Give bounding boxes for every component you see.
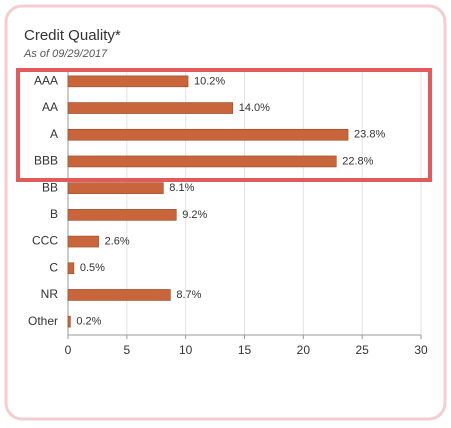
y-tick-label: CCC: [32, 234, 58, 248]
bar: [67, 182, 164, 194]
y-tick-label: NR: [41, 287, 59, 301]
value-label: 8.1%: [169, 182, 194, 194]
value-label: 22.8%: [342, 155, 373, 167]
bar: [67, 209, 177, 221]
value-label: 8.7%: [176, 289, 201, 301]
y-tick-label: Other: [28, 314, 58, 328]
bar: [67, 75, 189, 88]
bar: [67, 262, 75, 275]
value-label: 14.0%: [239, 102, 270, 114]
bar: [67, 289, 171, 301]
value-label: 10.2%: [194, 75, 225, 87]
chart-subtitle: As of 09/29/2017: [23, 48, 108, 60]
y-tick-label: B: [50, 207, 58, 221]
x-tick-label: 10: [179, 343, 193, 357]
bar: [67, 128, 349, 141]
value-label: 2.6%: [105, 235, 130, 247]
x-tick-label: 5: [123, 343, 130, 357]
x-tick-label: 15: [238, 343, 252, 357]
y-tick-label: BB: [42, 180, 58, 194]
chart-title: Credit Quality*: [24, 27, 121, 44]
x-tick-label: 20: [297, 343, 311, 357]
bar: [67, 235, 99, 248]
bar: [67, 102, 234, 114]
highlight-box: [16, 68, 432, 182]
value-label: 9.2%: [182, 209, 207, 221]
value-label: 0.5%: [80, 262, 105, 274]
x-tick-label: 30: [414, 343, 428, 357]
bar: [67, 155, 337, 168]
y-tick-label: A: [50, 127, 58, 141]
y-tick-label: AAA: [34, 74, 58, 88]
y-tick-label: BBB: [34, 154, 58, 168]
x-tick-label: 25: [355, 343, 369, 357]
y-tick-label: C: [49, 260, 58, 274]
y-tick-label: AA: [42, 100, 58, 114]
x-tick-label: 0: [65, 343, 72, 357]
bar: [67, 315, 71, 328]
value-label: 0.2%: [76, 316, 101, 328]
value-label: 23.8%: [354, 129, 385, 141]
